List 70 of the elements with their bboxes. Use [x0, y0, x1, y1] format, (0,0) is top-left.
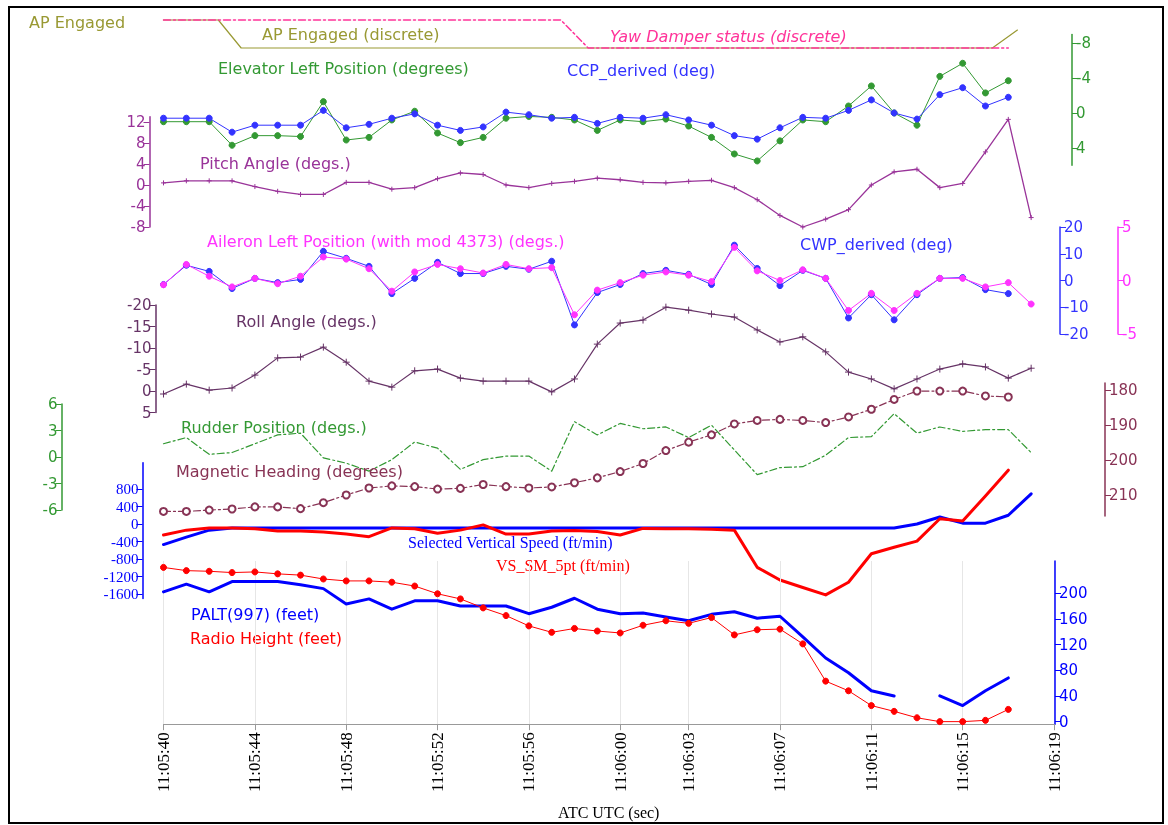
series-label: AP Engaged (discrete) — [262, 24, 440, 44]
x-tick-label: 11:06:07 — [770, 731, 790, 793]
y-tick-label: 5 — [141, 403, 152, 422]
y-tick-label: -1200 — [103, 568, 139, 585]
y-tick-label: 3 — [47, 421, 58, 440]
y-tick-label: 4 — [135, 155, 146, 173]
y-tick-label: 800 — [116, 481, 139, 497]
y-tick-label: -10 — [127, 339, 152, 357]
x-tick-label: 11:06:00 — [610, 732, 630, 793]
series-label: Rudder Position (degs.) — [181, 417, 367, 437]
y-tick-label: -400 — [111, 533, 139, 550]
series-label: PALT(997) (feet) — [191, 604, 320, 624]
y-tick-label: 40 — [1059, 686, 1079, 705]
y-tick-label: 200 — [1059, 584, 1088, 603]
text: Radio Height (feet) — [190, 628, 343, 648]
y-tick-label: 8 — [135, 134, 146, 152]
x-tick-label: 11:05:56 — [519, 732, 539, 793]
y-axis-title: AP Engaged — [29, 12, 126, 32]
y-tick-label: 400 — [116, 498, 139, 515]
x-tick-label: 11:06:03 — [679, 732, 699, 793]
text: CCP_derived (deg) — [567, 60, 716, 81]
x-tick-label: 11:05:48 — [336, 732, 356, 793]
y-tick-label: -800 — [111, 551, 139, 568]
y-tick-label: -5 — [136, 360, 152, 379]
y-tick-label: -20 — [1064, 325, 1089, 343]
series-label: Pitch Angle (degs.) — [200, 153, 351, 173]
y-tick-label: -10 — [1064, 298, 1089, 317]
x-tick-label: 11:05:40 — [154, 732, 173, 793]
y-tick-label: -4 — [130, 197, 146, 215]
series-label: Roll Angle (degs.) — [236, 311, 377, 331]
x-tick-label: 11:06:11 — [861, 732, 881, 792]
y-tick-label: -3 — [42, 474, 58, 493]
y-tick-label: 10 — [1064, 244, 1084, 263]
series-label: CWP_derived (deg) — [800, 234, 953, 255]
y-tick-label: 200 — [1109, 451, 1138, 469]
series-label: Selected Vertical Speed (ft/min) — [408, 533, 613, 552]
y-tick-label: 20 — [1064, 218, 1084, 236]
y-tick-label: 0 — [1059, 712, 1069, 731]
y-tick-label: -15 — [127, 317, 152, 336]
y-tick-label: 0 — [1064, 271, 1074, 290]
y-tick-label: 4 — [1076, 138, 1086, 157]
y-tick-label: 80 — [1059, 661, 1079, 680]
series-label: Aileron Left Position (with mod 4373) (degs.) — [207, 231, 565, 251]
y-tick-label: 0 — [141, 382, 152, 400]
y-tick-label: 210 — [1109, 486, 1138, 504]
y-tick-label: -8 — [1076, 34, 1091, 53]
y-tick-label: 120 — [1059, 635, 1088, 654]
y-tick-label: 0 — [47, 448, 58, 466]
text: Elevator Left Position (degrees) — [218, 58, 469, 78]
x-tick-label: 11:05:52 — [428, 732, 448, 793]
y-tick-label: 180 — [1109, 381, 1138, 399]
y-tick-label: -20 — [127, 296, 152, 314]
series-label: Magnetic Heading (degrees) — [176, 461, 403, 481]
y-tick-label: 0 — [135, 176, 146, 194]
y-tick-label: 6 — [47, 395, 58, 413]
y-tick-label: 0 — [1076, 103, 1086, 122]
y-tick-label: -8 — [130, 218, 146, 236]
x-tick-label: 11:05:44 — [245, 731, 265, 793]
x-tick-label: 11:06:15 — [953, 732, 973, 793]
series-label: Yaw Damper status (discrete) — [610, 26, 847, 46]
y-tick-label: -1600 — [103, 586, 139, 603]
series-label: VS_SM_5pt (ft/min) — [496, 556, 630, 575]
y-tick-label: 190 — [1109, 416, 1138, 434]
y-tick-label: 160 — [1059, 609, 1088, 628]
y-tick-label: -4 — [1076, 69, 1091, 88]
x-tick-label: 11:06:19 — [1044, 732, 1064, 793]
y-tick-label: -6 — [42, 501, 58, 519]
y-tick-label: 0 — [131, 516, 139, 533]
x-axis-title: ATC UTC (sec) — [558, 803, 660, 822]
y-tick-label: 12 — [126, 113, 146, 131]
